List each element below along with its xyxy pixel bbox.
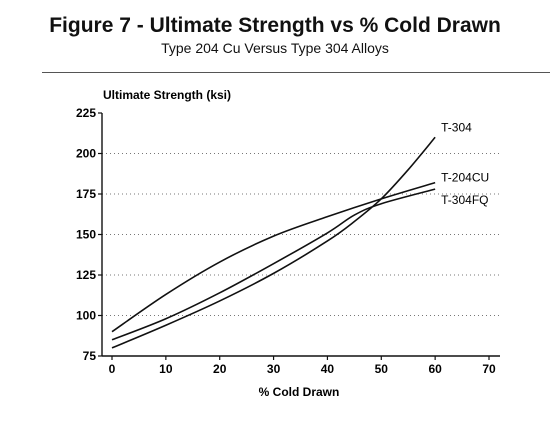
series-line-t-304fq: [111, 188, 436, 341]
y-tick-label: 100: [76, 309, 96, 323]
series-label: T-204CU: [441, 171, 489, 185]
y-tick-label: 200: [76, 147, 96, 161]
x-tick-label: 30: [267, 362, 281, 376]
y-tick-label: 225: [76, 106, 96, 120]
series-label: T-304: [441, 120, 472, 134]
y-tick-label: 75: [83, 349, 97, 363]
y-tick-label: 150: [76, 228, 96, 242]
y-axis-label: Ultimate Strength (ksi): [103, 88, 231, 102]
x-tick-label: 0: [109, 362, 116, 376]
figure-subtitle: Type 204 Cu Versus Type 304 Alloys: [161, 40, 389, 56]
x-tick-label: 10: [159, 362, 173, 376]
series-line-t-204cu: [111, 181, 436, 333]
series-line-t-304: [111, 136, 436, 349]
title-divider: [42, 72, 550, 73]
x-tick-label: 40: [321, 362, 335, 376]
x-tick-label: 20: [213, 362, 227, 376]
series-label: T-304FQ: [441, 193, 488, 207]
x-tick-label: 60: [428, 362, 442, 376]
y-tick-label: 175: [76, 187, 96, 201]
figure-title: Figure 7 - Ultimate Strength vs % Cold D…: [49, 14, 501, 37]
x-tick-label: 70: [482, 362, 496, 376]
y-tick-label: 125: [76, 268, 96, 282]
x-axis-label: % Cold Drawn: [259, 385, 340, 399]
x-tick-label: 50: [375, 362, 389, 376]
